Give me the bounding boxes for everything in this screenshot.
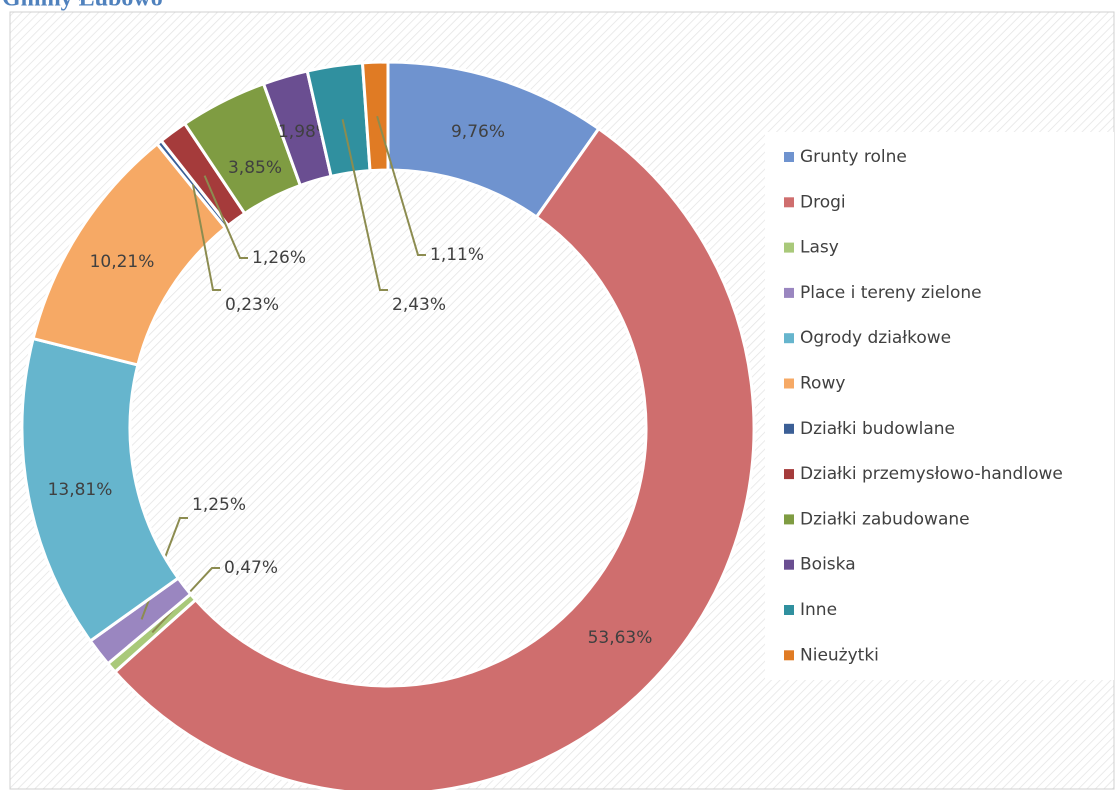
data-label: 9,76% xyxy=(451,122,505,142)
legend-label: Inne xyxy=(800,600,837,620)
legend-swatch xyxy=(784,197,794,208)
legend-swatch xyxy=(784,469,794,480)
legend-swatch xyxy=(784,287,794,298)
data-label: 53,63% xyxy=(588,628,653,648)
legend-label: Działki przemysłowo-handlowe xyxy=(800,464,1063,484)
legend-swatch xyxy=(784,333,794,344)
data-label: 0,47% xyxy=(224,558,278,578)
legend-label: Nieużytki xyxy=(800,645,879,665)
leader-line xyxy=(192,184,221,291)
legend-swatch xyxy=(784,559,794,570)
legend-swatch xyxy=(784,650,794,661)
legend-swatch xyxy=(784,605,794,615)
legend-label: Place i tereny zielone xyxy=(800,283,982,303)
legend-label: Lasy xyxy=(800,238,839,258)
legend-label: Działki budowlane xyxy=(800,419,955,439)
data-label: 1,11% xyxy=(430,245,484,265)
legend-label: Rowy xyxy=(800,374,845,394)
legend-swatch xyxy=(784,423,794,434)
leader-line xyxy=(376,115,426,256)
legend-swatch xyxy=(784,152,794,162)
data-label: 0,23% xyxy=(225,295,279,315)
data-label: 1,26% xyxy=(252,248,306,268)
legend-swatch xyxy=(784,514,794,525)
legend-label: Drogi xyxy=(800,192,846,212)
leader-line xyxy=(341,119,388,291)
chart-title: Gminy Łubowo xyxy=(2,0,163,12)
legend-swatch xyxy=(784,378,794,389)
data-label: 13,81% xyxy=(48,480,113,500)
data-label: 2,43% xyxy=(392,295,446,315)
legend-label: Ogrody działkowe xyxy=(800,328,951,348)
data-label: 10,21% xyxy=(90,252,155,272)
leader-line xyxy=(203,175,248,259)
data-label: 3,85% xyxy=(228,158,282,178)
legend-label: Działki zabudowane xyxy=(800,509,970,529)
legend-background xyxy=(765,132,1114,680)
donut-slice xyxy=(360,60,390,173)
legend-label: Grunty rolne xyxy=(800,147,907,167)
legend-label: Boiska xyxy=(800,555,856,575)
donut-slice xyxy=(112,126,756,794)
data-label: 1,25% xyxy=(192,495,246,515)
legend-swatch xyxy=(784,242,794,253)
